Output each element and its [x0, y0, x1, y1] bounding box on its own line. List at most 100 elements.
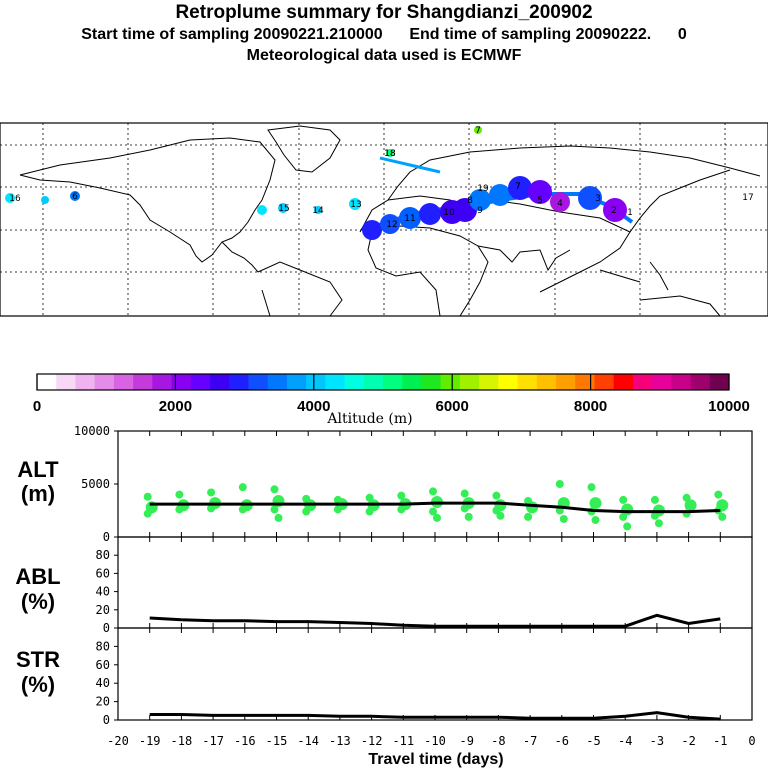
sampling-times: Start time of sampling 20090221.210000 E…: [81, 26, 687, 43]
altitude-cluster-point: [587, 483, 596, 492]
colorbar-tick-label: 0: [33, 398, 41, 415]
altitude-cluster-point: [238, 505, 247, 514]
panel-1: 0 5000 10000: [74, 424, 753, 544]
x-tick-label: -19: [139, 734, 161, 748]
colorbar-segment: [37, 374, 57, 390]
colorbar-segment: [479, 374, 499, 390]
x-tick-label: -16: [234, 734, 256, 748]
str-label: STR: [16, 647, 60, 672]
plume-marker: [603, 198, 627, 222]
colorbar-tick-label: 2000: [159, 398, 192, 415]
colorbar-segment: [498, 374, 519, 390]
altitude-cluster-point: [524, 512, 533, 521]
x-tick-label: -3: [650, 734, 664, 748]
altitude-cluster-point: [397, 505, 406, 514]
altitude-cluster-point: [207, 488, 216, 497]
colorbar-segment: [171, 374, 192, 390]
colorbar-tick-label: 8000: [574, 398, 607, 415]
altitude-cluster-point: [718, 512, 727, 521]
x-tick-label: -15: [266, 734, 288, 748]
altitude-cluster-point: [433, 513, 441, 522]
str-unit: (%): [21, 672, 55, 697]
altitude-cluster-point: [650, 495, 659, 504]
altitude-cluster-point: [333, 505, 342, 514]
altitude-colorbar: 0 2000 4000 6000 8000 10000: [33, 373, 750, 415]
altitude-cluster-point: [496, 511, 505, 520]
panel-2: 0 20 40 60 80: [96, 536, 753, 635]
colorbar-segment: [652, 374, 672, 390]
plume-marker: [578, 186, 602, 210]
plume-marker: [257, 205, 267, 215]
altitude-cluster-point: [623, 522, 632, 531]
x-tick-label: -12: [361, 734, 383, 748]
colorbar-segment: [190, 374, 211, 390]
chart-title: Retroplume summary for Shangdianzi_20090…: [175, 2, 593, 23]
plume-marker: [469, 189, 491, 211]
altitude-cluster-point: [654, 519, 663, 528]
x-tick-label: -2: [681, 734, 695, 748]
colorbar-segment: [94, 374, 115, 390]
colorbar-segment: [709, 374, 730, 390]
plume-day-label: 14: [312, 206, 324, 216]
colorbar-label: Altitude (m): [326, 411, 412, 427]
colorbar-segment: [383, 374, 403, 390]
map-graticule: [0, 123, 768, 316]
plume-day-label: 17: [742, 193, 753, 203]
altitude-cluster-point: [492, 491, 501, 500]
x-tick-label: -17: [202, 734, 224, 748]
x-tick-label: -6: [555, 734, 569, 748]
plume-marker: [489, 184, 511, 206]
altitude-cluster-point: [684, 499, 697, 512]
altitude-cluster-point: [619, 495, 628, 504]
altitude-cluster-point: [365, 507, 374, 516]
colorbar-segment: [440, 374, 461, 390]
plume-marker: [278, 203, 288, 213]
altitude-cluster-point: [460, 489, 469, 498]
met-data-note: Meteorological data used is ECMWF: [246, 47, 522, 64]
x-tick-label: -8: [491, 734, 505, 748]
altitude-cluster-point: [555, 480, 564, 488]
altitude-cluster-point: [207, 504, 216, 513]
colorbar-segment: [248, 374, 269, 390]
colorbar-segment: [152, 374, 173, 390]
y-tick-label: 0: [103, 530, 110, 544]
altitude-cluster-point: [270, 485, 279, 494]
altitude-cluster-point: [714, 490, 723, 499]
colorbar-segment: [671, 374, 692, 390]
plume-day-label: 19: [477, 184, 489, 194]
series-line: [149, 711, 721, 721]
colorbar-segment: [75, 374, 96, 390]
altitude-cluster-point: [175, 505, 184, 514]
colorbar-segment: [133, 374, 153, 390]
colorbar-segment: [536, 374, 557, 390]
colorbar-segment: [517, 374, 538, 390]
x-tick-label: -20: [107, 734, 129, 748]
colorbar-segment: [363, 374, 384, 390]
abl-label: ABL: [15, 564, 60, 589]
x-tick-label: -7: [523, 734, 537, 748]
plume-day-label: 7: [515, 182, 521, 192]
plume-marker: [386, 149, 394, 157]
y-tick-label: 5000: [81, 477, 110, 491]
series-line: [149, 613, 721, 628]
altitude-cluster-point: [589, 497, 602, 510]
colorbar-segment: [113, 374, 134, 390]
series-line: [149, 501, 721, 514]
plume-day-label: 9: [477, 206, 483, 216]
colorbar-tick-label: 6000: [436, 398, 469, 415]
x-tick-label: -18: [171, 734, 193, 748]
colorbar-segment: [594, 374, 615, 390]
colorbar-segment: [210, 374, 230, 390]
plume-marker: [399, 207, 421, 229]
plume-day-label: 2: [611, 206, 617, 216]
altitude-cluster-point: [270, 505, 279, 514]
plume-day-label: 18: [384, 149, 396, 159]
colorbar-segment: [421, 374, 442, 390]
plume-day-label: 13: [350, 200, 361, 210]
colorbar-segment: [613, 374, 634, 390]
plume-marker: [380, 214, 400, 234]
alt-label: ALT: [17, 457, 59, 482]
plume-marker: [528, 180, 552, 204]
plume-marker: [362, 220, 382, 240]
